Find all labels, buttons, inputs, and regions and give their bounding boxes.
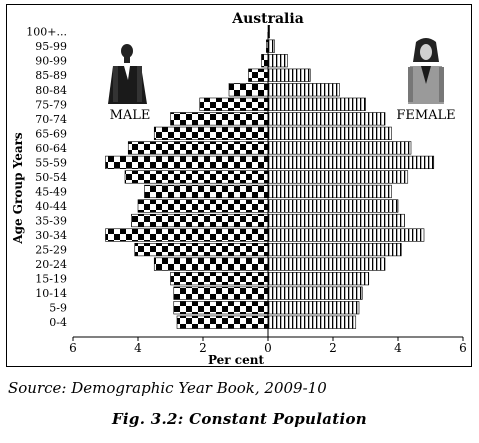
source-note: Source: Demographic Year Book, 2009-10: [8, 379, 327, 397]
female-bar-90-99: [267, 54, 288, 68]
age-label-5-9: 5-9: [49, 302, 67, 315]
age-label-30-34: 30-34: [35, 229, 67, 242]
male-bar-55-59: [105, 155, 269, 170]
age-label-0-4: 0-4: [49, 316, 67, 329]
age-label-100+...: 100+...: [26, 26, 67, 39]
female-bar-0-4: [267, 315, 357, 329]
male-legend-label: MALE: [110, 108, 151, 123]
female-bar-100+...: [267, 25, 270, 39]
female-bar-45-49: [267, 184, 392, 199]
female-bar-60-64: [267, 141, 412, 155]
female-bar-75-79: [267, 97, 366, 111]
figure-caption: Fig. 3.2: Constant Population: [111, 410, 368, 428]
female-bar-80-84: [267, 83, 340, 97]
female-bar-95-99: [267, 39, 275, 53]
female-bar-50-54: [267, 170, 409, 184]
x-tick-label: 4: [134, 341, 142, 355]
age-label-75-79: 75-79: [35, 98, 67, 111]
age-label-25-29: 25-29: [35, 244, 67, 257]
age-label-65-69: 65-69: [35, 127, 67, 140]
male-bar-0-4: [176, 315, 269, 329]
age-label-70-74: 70-74: [35, 113, 67, 126]
chart-title: Australia: [231, 11, 304, 27]
female-bar-20-24: [267, 257, 386, 271]
female-bar-40-44: [267, 199, 399, 213]
male-bar-80-84: [228, 83, 269, 97]
male-bar-5-9: [173, 301, 269, 315]
male-bar-30-34: [105, 228, 269, 242]
age-label-40-44: 40-44: [35, 200, 67, 213]
male-bar-40-44: [137, 199, 269, 213]
male-bar-15-19: [170, 272, 269, 286]
y-axis-label: Age Group Years: [11, 132, 25, 245]
male-bar-35-39: [131, 213, 269, 228]
female-figure-icon: [408, 38, 444, 104]
chart-frame: [6, 4, 472, 367]
female-bar-85-89: [267, 68, 311, 82]
female-bar-70-74: [267, 112, 386, 126]
age-label-80-84: 80-84: [35, 84, 67, 97]
age-label-20-24: 20-24: [35, 258, 67, 271]
female-bar-5-9: [267, 301, 360, 315]
age-label-95-99: 95-99: [35, 40, 67, 53]
age-label-55-59: 55-59: [35, 156, 67, 169]
age-label-85-89: 85-89: [35, 69, 67, 82]
male-figure-icon: [108, 44, 147, 104]
female-bar-55-59: [267, 155, 435, 170]
x-tick-label: 6: [459, 341, 467, 355]
male-bar-50-54: [124, 170, 269, 184]
male-bar-70-74: [170, 112, 269, 126]
male-bar-20-24: [153, 257, 269, 271]
female-legend-label: FEMALE: [396, 108, 455, 123]
age-label-15-19: 15-19: [35, 273, 67, 286]
x-axis: 6 4 2 0 2 4 6: [69, 32, 467, 355]
female-bar-10-14: [267, 286, 363, 300]
x-tick-label: 4: [394, 341, 402, 355]
x-tick-label: 2: [199, 341, 207, 355]
male-bar-10-14: [173, 286, 269, 300]
male-bar-65-69: [153, 126, 269, 140]
x-tick-label: 2: [329, 341, 337, 355]
female-bar-35-39: [267, 213, 405, 228]
age-label-90-99: 90-99: [35, 55, 67, 68]
female-bar-15-19: [267, 272, 370, 286]
female-bar-30-34: [267, 228, 425, 242]
male-bar-45-49: [144, 184, 269, 199]
population-pyramid-chart: Australia Age Group Years Per cent 0-45-…: [11, 11, 467, 367]
age-label-50-54: 50-54: [35, 171, 67, 184]
age-label-45-49: 45-49: [35, 185, 67, 198]
x-tick-label: 6: [69, 341, 77, 355]
age-label-10-14: 10-14: [35, 287, 67, 300]
age-label-60-64: 60-64: [35, 142, 67, 155]
female-bar-25-29: [267, 242, 402, 257]
female-bar-65-69: [267, 126, 392, 140]
male-bar-60-64: [127, 141, 269, 155]
x-tick-label: 0: [264, 341, 272, 355]
x-axis-label: Per cent: [208, 353, 265, 367]
bars-group: [105, 25, 435, 329]
age-label-35-39: 35-39: [35, 215, 67, 228]
male-bar-85-89: [248, 68, 269, 82]
male-bar-25-29: [134, 242, 269, 257]
male-bar-75-79: [199, 97, 269, 111]
male-bar-90-99: [261, 54, 269, 68]
